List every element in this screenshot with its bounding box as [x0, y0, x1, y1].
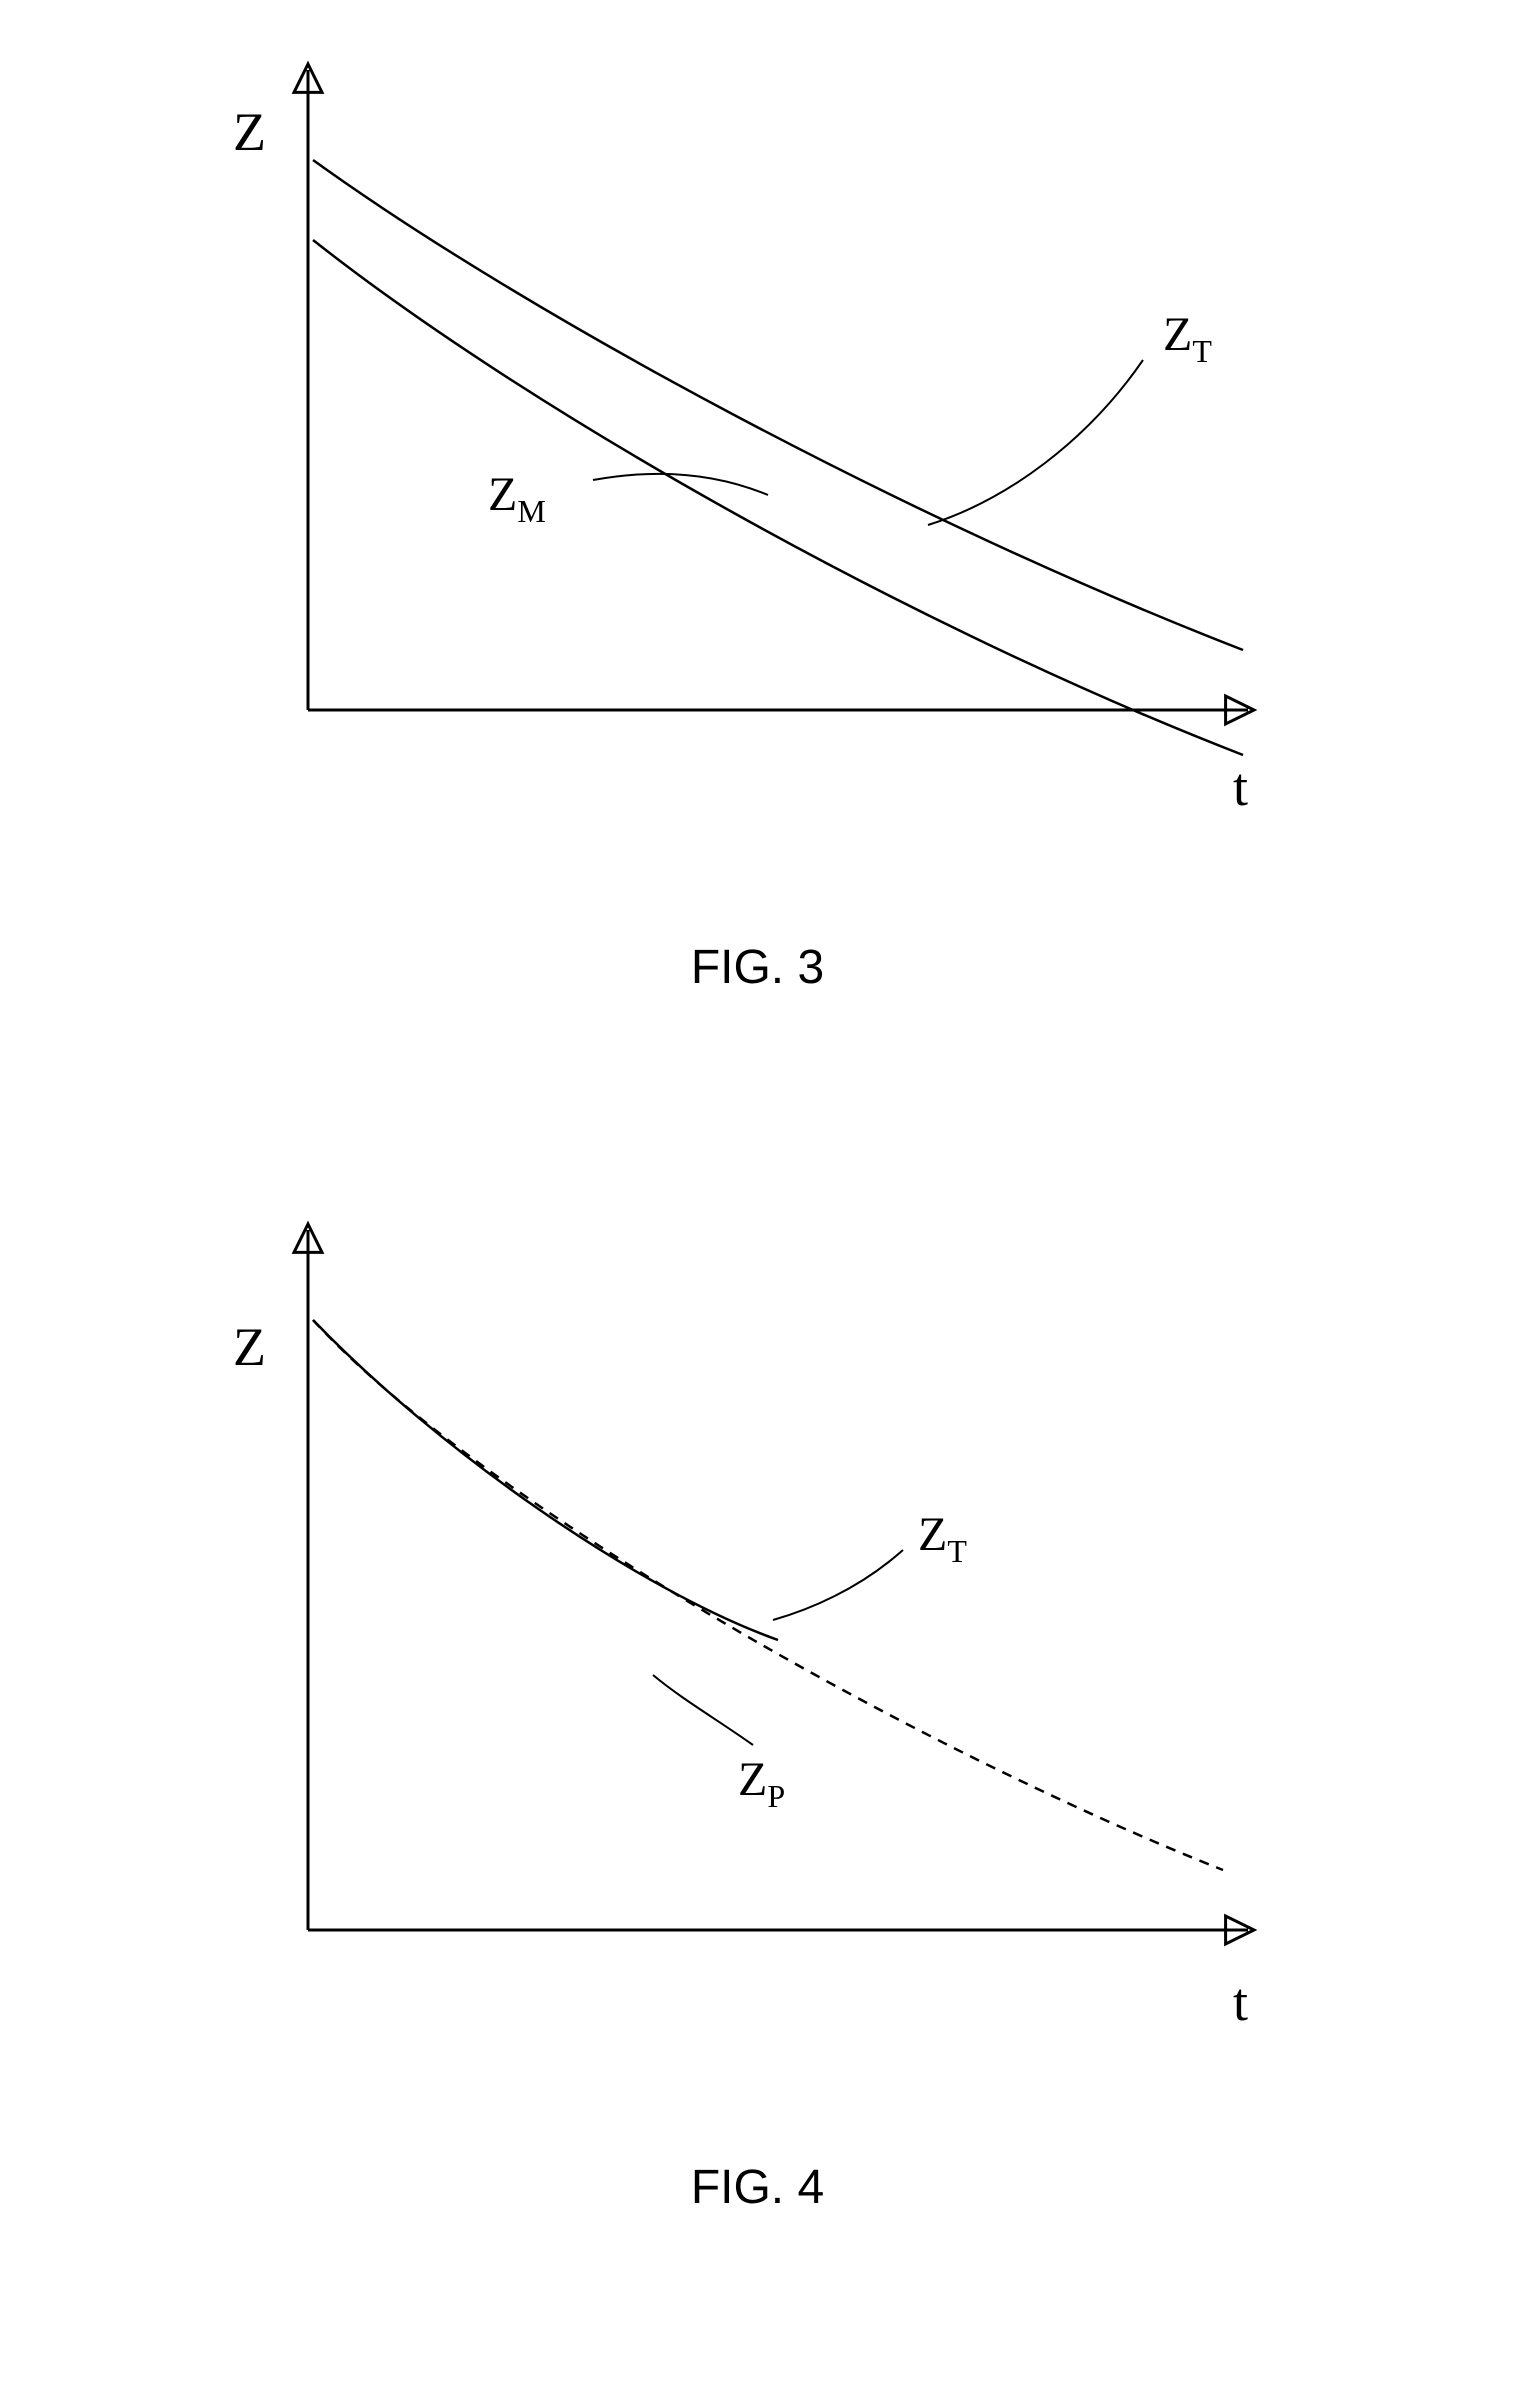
fig4-leader-zt	[773, 1550, 903, 1620]
fig3-svg: Z t ZT ZM	[208, 30, 1308, 910]
fig3-label-zm: ZM	[488, 468, 546, 529]
figure-4: Z t ZT ZP FIG. 4	[208, 1190, 1308, 2215]
fig3-label-zt: ZT	[1163, 308, 1212, 369]
fig4-caption: FIG. 4	[208, 2160, 1308, 2215]
fig4-leader-zp	[653, 1675, 753, 1745]
fig4-label-zp: ZP	[738, 1753, 785, 1814]
fig4-svg: Z t ZT ZP	[208, 1190, 1308, 2130]
fig3-caption: FIG. 3	[208, 940, 1308, 995]
fig3-leader-zt	[928, 360, 1143, 525]
fig4-x-label: t	[1233, 1972, 1248, 2032]
fig3-leader-zm	[593, 474, 768, 495]
fig3-x-label: t	[1233, 757, 1248, 817]
fig3-curve-zm	[313, 240, 1243, 755]
fig3-y-label: Z	[233, 102, 266, 162]
fig4-curve-zt	[313, 1320, 778, 1640]
fig4-y-label: Z	[233, 1317, 266, 1377]
fig4-label-zt: ZT	[918, 1508, 967, 1569]
figure-3: Z t ZT ZM FIG. 3	[208, 30, 1308, 995]
fig3-curve-zt	[313, 160, 1243, 650]
